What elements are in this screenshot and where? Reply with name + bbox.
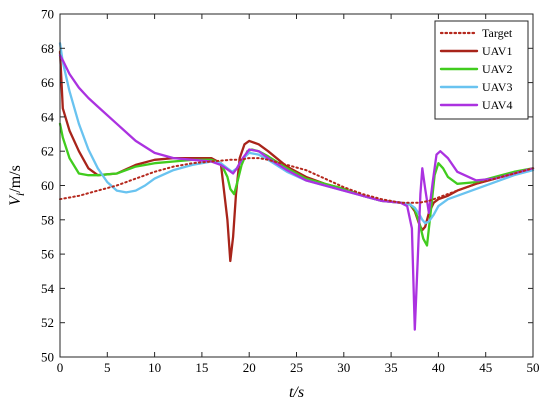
series-line-uav2 [58,122,535,247]
y-axis-label: Vi/m/s [7,165,27,206]
legend-label: UAV3 [482,80,512,94]
y-tick-label: 50 [41,350,54,365]
x-tick-label: 25 [290,360,303,375]
y-tick-label: 58 [41,212,54,227]
series-line-uav1 [58,50,535,263]
legend: Target UAV1 UAV2 UAV3 UAV4 [434,20,529,120]
x-tick-label: 50 [527,360,540,375]
y-tick-label: 54 [41,281,55,296]
series-line-target [59,157,534,204]
x-tick-label: 15 [195,360,208,375]
x-tick-label: 30 [337,360,350,375]
y-tick-label: 62 [41,144,54,159]
x-axis-label: t/s [289,384,304,401]
x-tick-label: 10 [148,360,161,375]
y-tick-label: 60 [41,178,54,193]
series-line-uav3 [58,42,535,225]
legend-label: UAV4 [482,98,512,112]
legend-label: UAV2 [482,62,512,76]
x-tick-label: 45 [479,360,492,375]
y-tick-label: 64 [41,109,55,124]
y-tick-label: 56 [41,247,55,262]
series-lines [58,42,535,331]
y-tick-label: 66 [41,75,55,90]
y-tick-label: 68 [41,41,54,56]
x-tick-label: 35 [385,360,398,375]
x-tick-label: 20 [243,360,256,375]
legend-label: Target [482,26,513,40]
axis-ticks: 0 5 10 15 20 25 30 35 40 45 50 50 52 54 56 58 60 62 64 66 68… [41,7,540,376]
x-tick-label: 0 [57,360,64,375]
y-tick-label: 52 [41,315,54,330]
legend-label: UAV1 [482,44,512,58]
y-tick-label: 70 [41,7,54,22]
x-tick-label: 5 [104,360,111,375]
series-line-uav4 [58,54,535,331]
x-tick-label: 40 [432,360,445,375]
